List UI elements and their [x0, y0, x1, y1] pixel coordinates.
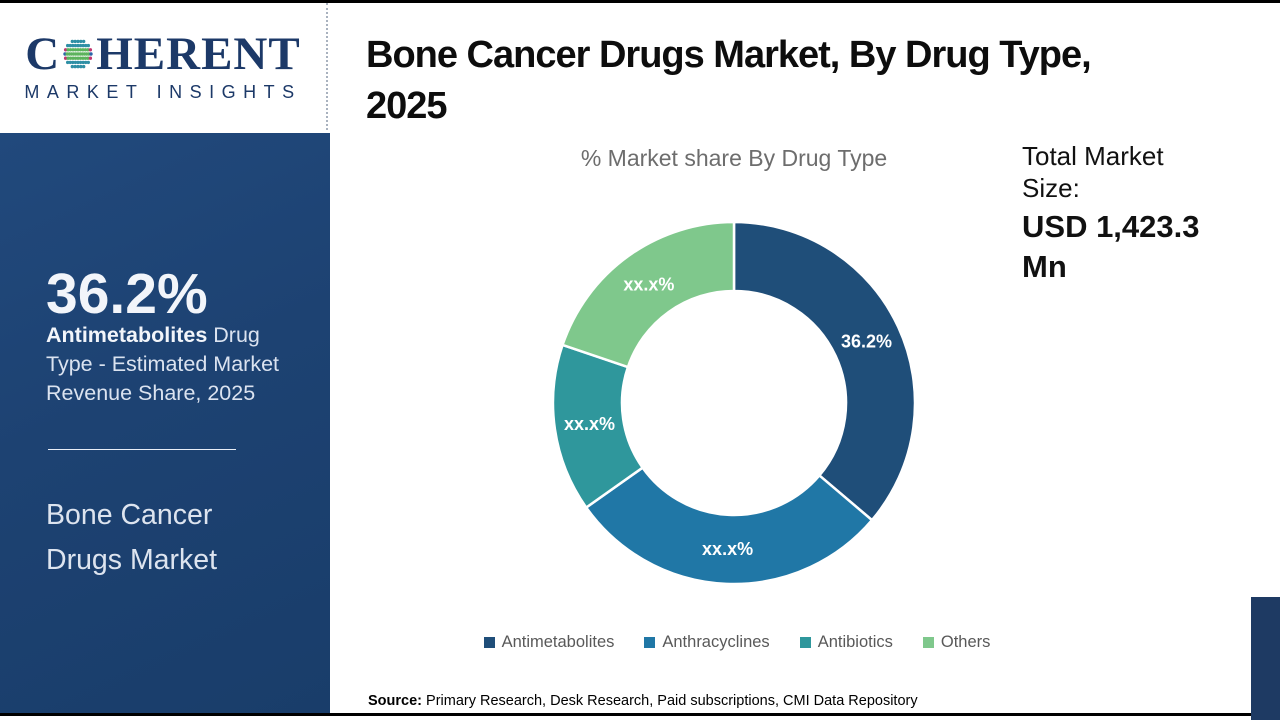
brand-logo-subtitle: MARKET INSIGHTS — [24, 81, 302, 102]
legend-marker-icon — [799, 637, 811, 648]
total-market-size-value: USD 1,423.3 Mn — [1022, 209, 1200, 284]
donut-segment-label: 36.2% — [841, 332, 892, 352]
donut-segment-label: xx.x% — [564, 414, 615, 434]
donut-segment-antimetabolites — [732, 220, 917, 522]
legend-marker-icon — [922, 637, 934, 648]
legend-label: Anthracyclines — [662, 633, 770, 651]
brand-logo-wordmark: C HERENT — [25, 27, 301, 80]
legend-item-antibiotics: Antibiotics — [799, 633, 893, 652]
donut-segment-label: xx.x% — [623, 274, 674, 294]
highlight-description-rest: Drug Type - Estimated Market Revenue Sha… — [46, 323, 279, 405]
legend-marker-icon — [644, 637, 656, 648]
total-market-size-label: Total Market Size: — [1022, 141, 1164, 203]
market-name: Bone Cancer Drugs Market — [46, 499, 218, 576]
total-market-size-block: Total Market Size: USD 1,423.3 Mn — [1022, 140, 1222, 287]
right-edge-bar — [1251, 597, 1280, 720]
donut-segment-others — [560, 220, 736, 369]
highlight-description-bold: Antimetabolites — [46, 323, 208, 347]
top-border-line — [0, 0, 1280, 3]
page-title: Bone Cancer Drugs Market, By Drug Type, … — [366, 34, 1092, 127]
globe-logo-icon — [61, 37, 95, 71]
legend-label: Antibiotics — [817, 633, 893, 651]
source-label: Source: — [368, 693, 422, 709]
logo-letter-c: C — [25, 27, 61, 80]
donut-segment-label: xx.x% — [702, 539, 753, 559]
legend-label: Antimetabolites — [501, 633, 615, 651]
source-text: Primary Research, Desk Research, Paid su… — [422, 693, 918, 709]
highlight-description: Antimetabolites Drug Type - Estimated Ma… — [46, 321, 296, 408]
sidebar: 36.2% Antimetabolites Drug Type - Estima… — [0, 133, 330, 713]
legend-item-antimetabolites: Antimetabolites — [483, 633, 615, 652]
chart-legend: Antimetabolites Anthracyclines Antibiotics… — [334, 633, 1140, 652]
brand-logo: C HERENT MARKET INSIGHTS — [0, 3, 328, 130]
chart-title: % Market share By Drug Type — [580, 145, 888, 171]
logo-letters-rest: HERENT — [96, 27, 301, 80]
bottom-border-line — [0, 713, 1280, 716]
sidebar-divider — [48, 449, 236, 450]
legend-item-others: Others — [922, 633, 991, 652]
legend-item-anthracyclines: Anthracyclines — [644, 633, 770, 652]
donut-segment-anthracyclines — [584, 465, 874, 586]
legend-label: Others — [940, 633, 991, 651]
donut-chart: 36.2% xx.x% xx.x% xx.x% — [534, 203, 934, 603]
highlight-percentage: 36.2% — [46, 262, 208, 326]
source-line: Source: Primary Research, Desk Research,… — [368, 693, 918, 709]
legend-marker-icon — [483, 637, 495, 648]
